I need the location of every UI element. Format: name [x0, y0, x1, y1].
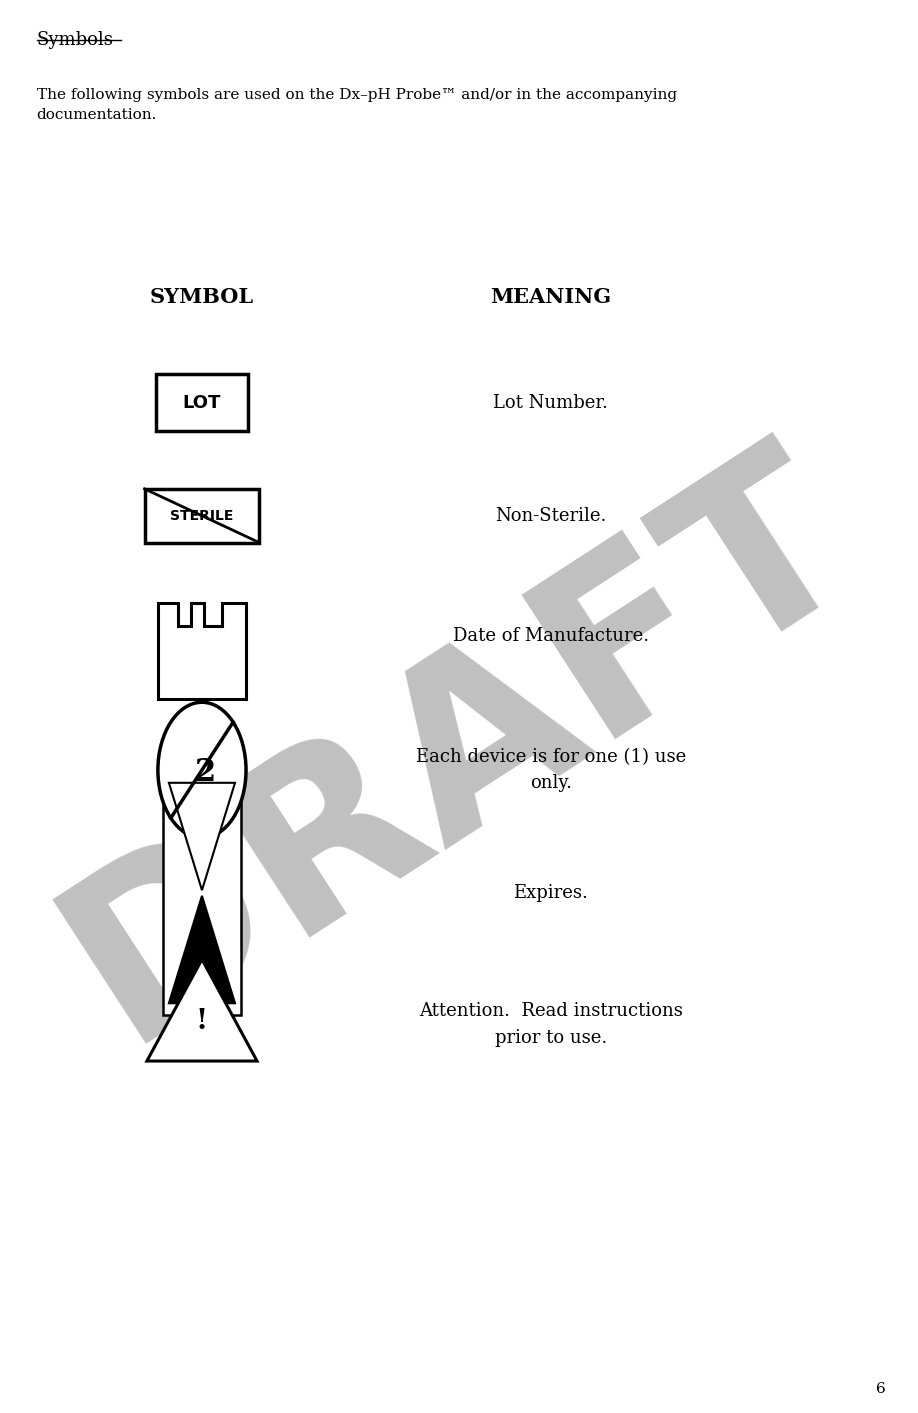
Text: MEANING: MEANING	[490, 287, 611, 307]
Text: STERILE: STERILE	[170, 509, 234, 523]
Circle shape	[158, 702, 246, 838]
Bar	[163, 771, 241, 1015]
Text: Symbols: Symbols	[37, 31, 114, 49]
Text: !: !	[196, 1007, 208, 1036]
Text: 2: 2	[195, 757, 217, 788]
Text: The following symbols are used on the Dx–pH Probe™ and/or in the accompanying
do: The following symbols are used on the Dx…	[37, 88, 677, 122]
Polygon shape	[158, 603, 246, 699]
Polygon shape	[169, 783, 235, 890]
Text: Expires.: Expires.	[513, 885, 588, 901]
Text: Date of Manufacture.: Date of Manufacture.	[453, 627, 649, 644]
Text: Non-Sterile.: Non-Sterile.	[495, 507, 607, 524]
Polygon shape	[169, 896, 235, 1003]
Bar	[156, 374, 248, 431]
Bar	[145, 489, 260, 543]
Text: 6: 6	[876, 1382, 886, 1396]
Text: DRAFT: DRAFT	[27, 413, 891, 1085]
Text: Lot Number.: Lot Number.	[493, 394, 609, 411]
Text: Attention.  Read instructions
prior to use.: Attention. Read instructions prior to us…	[419, 1002, 683, 1047]
Polygon shape	[147, 959, 257, 1061]
Text: LOT: LOT	[183, 394, 221, 411]
Text: Each device is for one (1) use
only.: Each device is for one (1) use only.	[416, 747, 686, 793]
Text: SYMBOL: SYMBOL	[150, 287, 254, 307]
